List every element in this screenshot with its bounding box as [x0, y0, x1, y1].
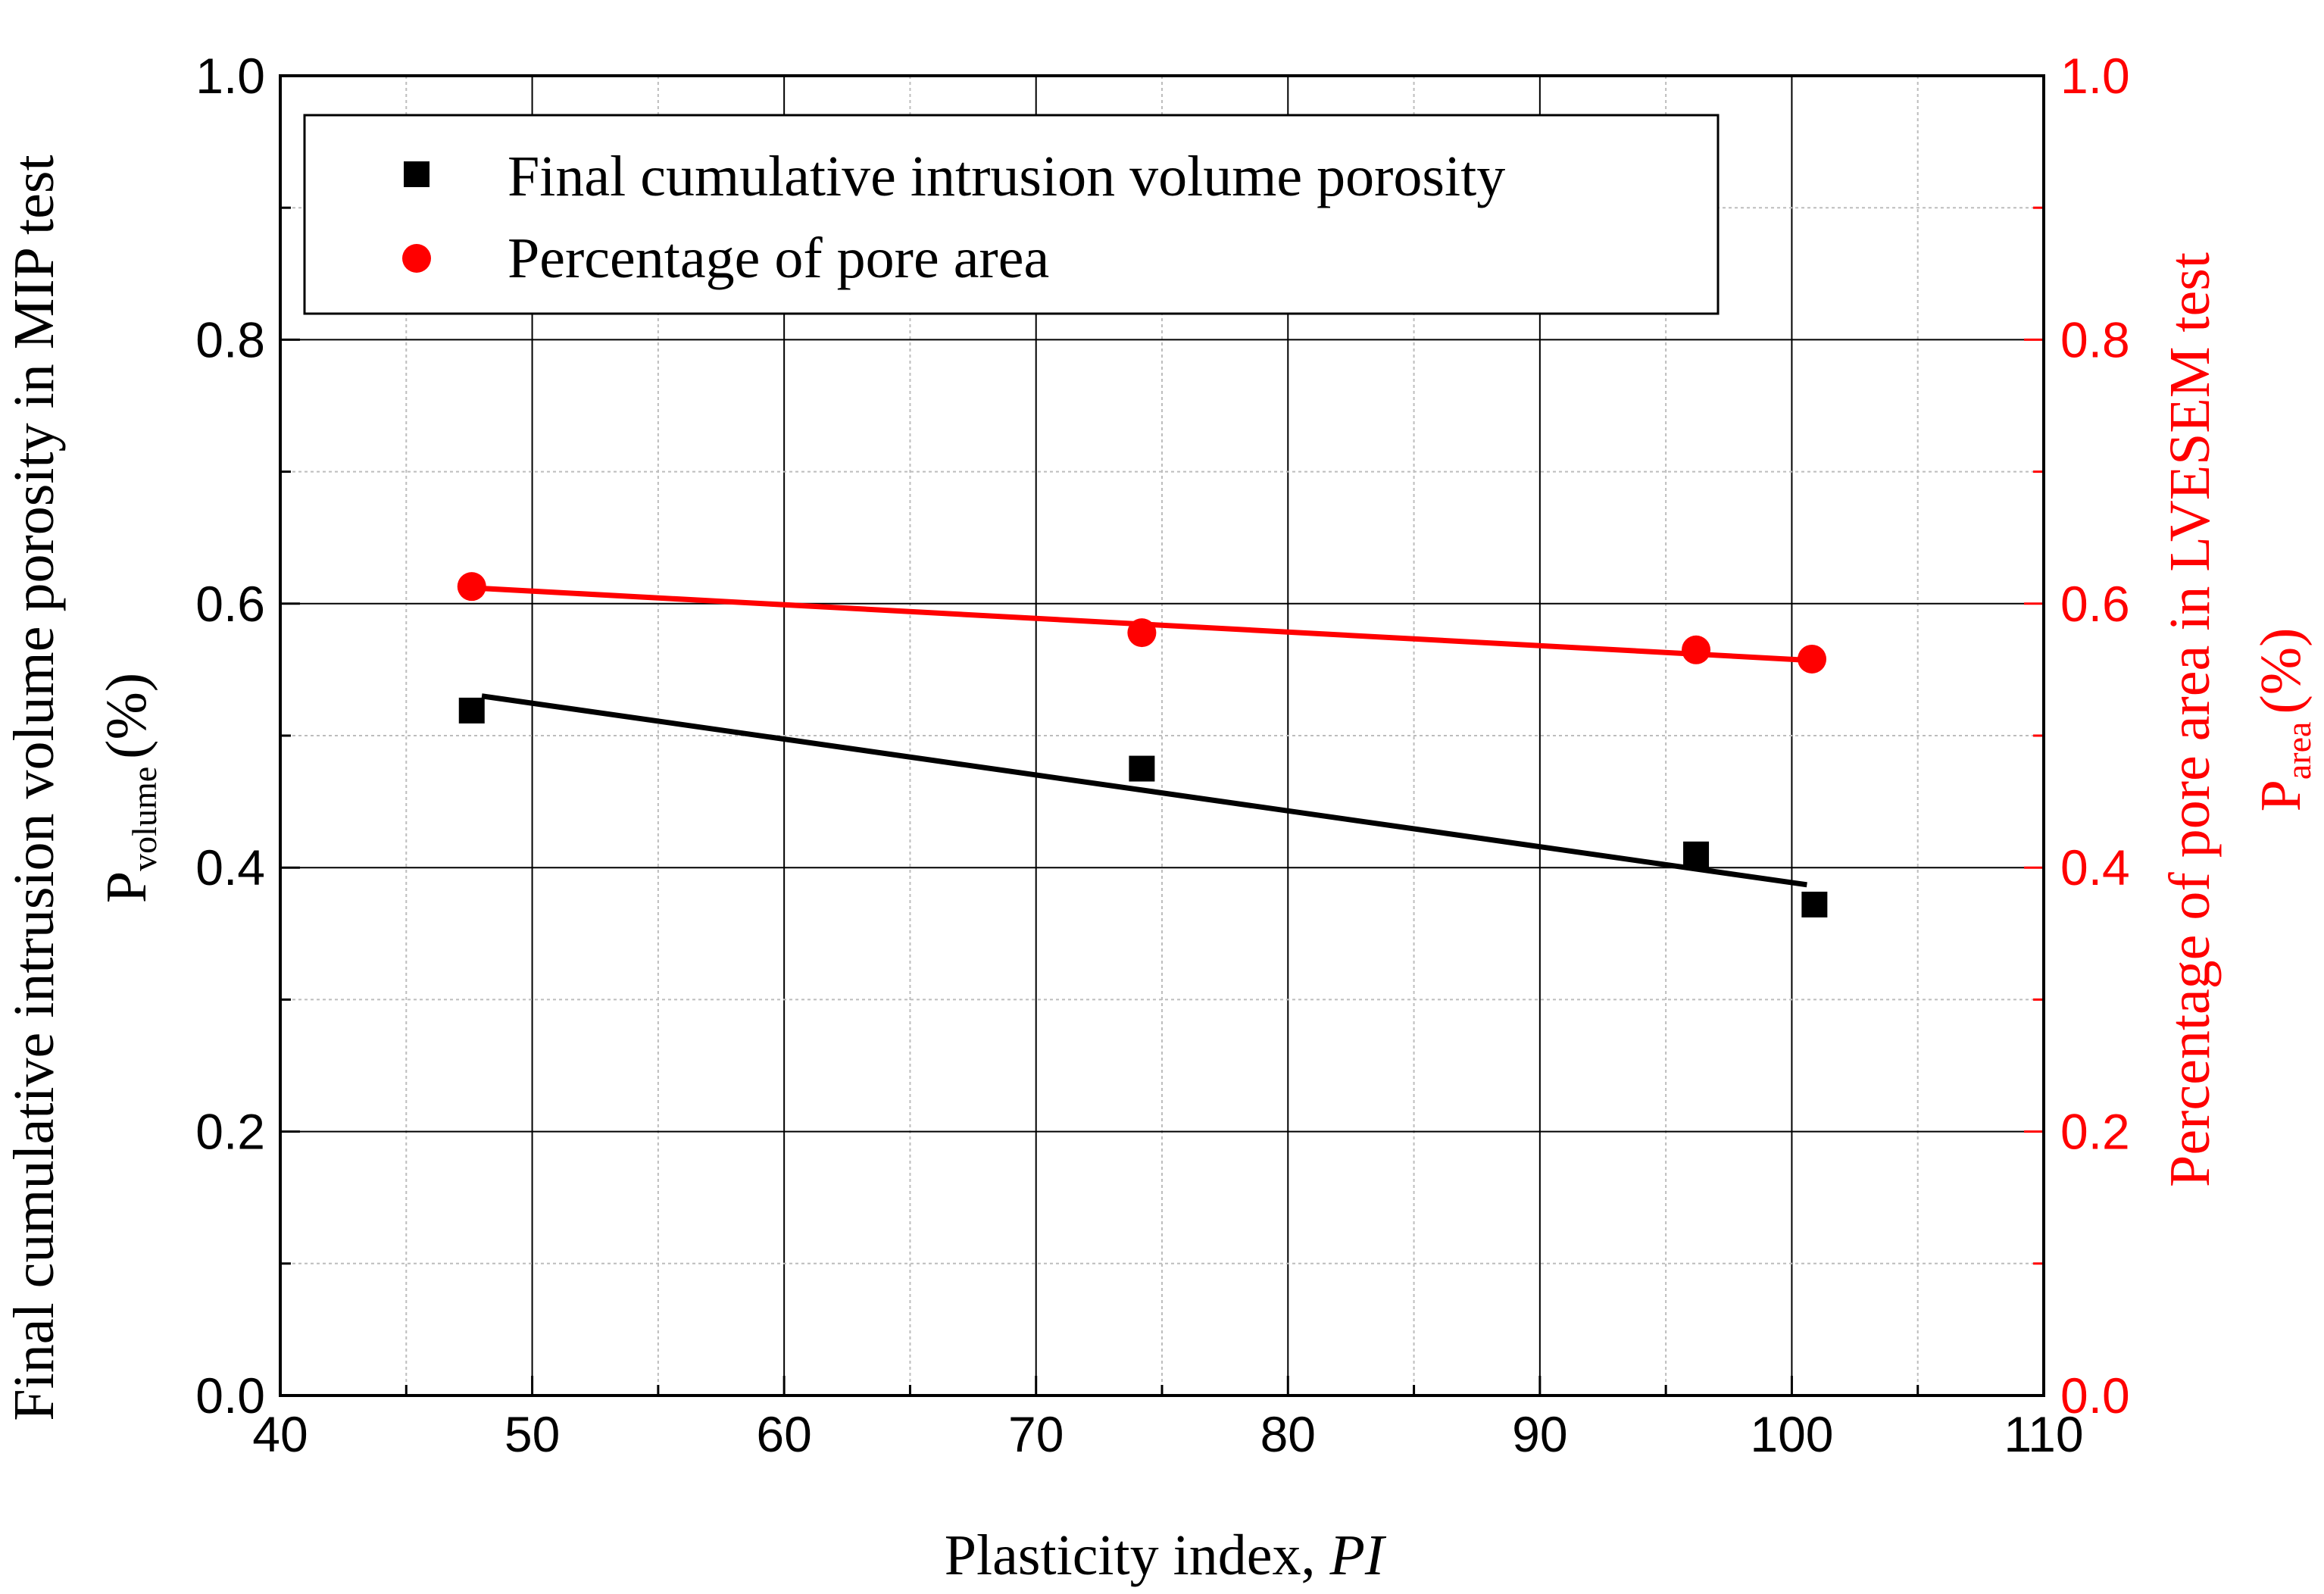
point-square	[458, 697, 485, 724]
y-axis-left-title-line1: Final cumulative intrusion volume porosi…	[2, 155, 66, 1421]
fit-line-0	[481, 693, 1807, 888]
y-axis-right-title: Percentage of pore area in LVESEM test	[2158, 252, 2222, 1187]
x-tick-label: 80	[1260, 1406, 1316, 1462]
x-tick-label: 50	[504, 1406, 560, 1462]
point-circle	[1798, 644, 1827, 674]
x-tick-label: 70	[1008, 1406, 1064, 1462]
point-square	[1129, 755, 1155, 782]
x-axis-title: Plasticity index, PI	[945, 1524, 1387, 1587]
y-left-tick-label: 0.6	[195, 576, 265, 632]
y-right-tick-label: 0.4	[2060, 839, 2130, 895]
point-circle	[1682, 635, 1711, 664]
legend-box	[303, 114, 1720, 315]
x-tick-label: 100	[1750, 1406, 1833, 1462]
data-points	[457, 572, 1828, 917]
x-tick-label: 60	[756, 1406, 811, 1462]
y-axis-right-title-line1: Percentage of pore area in LVESEM test	[2158, 252, 2222, 1187]
y-left-tick-label: 0.4	[195, 839, 265, 895]
y-left-tick-label: 0.8	[195, 311, 265, 367]
y-right-tick-label: 0.2	[2060, 1104, 2130, 1160]
y-left-tick-label: 0.0	[195, 1367, 265, 1424]
y-right-tick-label: 1.0	[2060, 48, 2130, 104]
point-square	[1683, 841, 1710, 867]
y-axis-left-title: Final cumulative intrusion volume porosi…	[2, 155, 66, 1421]
legend-label-volume-porosity: Final cumulative intrusion volume porosi…	[508, 145, 1505, 208]
point-square	[1801, 891, 1828, 917]
y-left-tick-label: 0.2	[195, 1104, 265, 1160]
y-axis-left-symbol: Pvolume(%)	[95, 673, 164, 903]
legend-marker-pore-area	[402, 244, 431, 273]
x-tick-label: 90	[1512, 1406, 1567, 1462]
legend-label-pore-area: Percentage of pore area	[508, 227, 1049, 290]
y-axis-left-title-line2: Pvolume(%)	[95, 673, 164, 903]
point-circle	[457, 572, 486, 602]
y-axis-right-title-line2: Parea(%)	[2249, 628, 2318, 812]
y-right-tick-label: 0.8	[2060, 311, 2130, 367]
point-circle	[1127, 618, 1157, 648]
legend: Final cumulative intrusion volume porosi…	[303, 114, 1720, 315]
y-right-tick-label: 0.0	[2060, 1367, 2130, 1424]
x-tick-label: 110	[2004, 1406, 2083, 1462]
plot-frame	[279, 74, 2045, 1397]
y-right-tick-label: 0.6	[2060, 576, 2130, 632]
y-axis-right-symbol: Parea(%)	[2249, 628, 2318, 812]
legend-marker-volume-porosity	[404, 161, 430, 187]
y-left-tick-label: 1.0	[195, 48, 265, 104]
x-tick-label: 40	[252, 1406, 308, 1462]
